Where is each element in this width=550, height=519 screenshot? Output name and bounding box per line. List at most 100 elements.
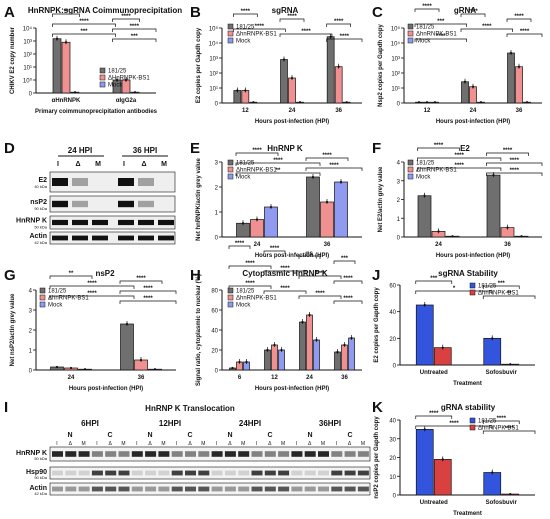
y-tick-label: 0 bbox=[215, 369, 219, 375]
sig-bracket bbox=[482, 430, 536, 434]
data-point bbox=[479, 101, 483, 104]
blot-band bbox=[318, 451, 329, 457]
legend-label: ΔhnRNPK-BS1 bbox=[236, 296, 277, 302]
panel-d-head-24: 24 HPI bbox=[68, 146, 92, 155]
blot-band bbox=[264, 451, 276, 457]
y-axis-label: Net hnRNPK/actin grey value bbox=[196, 157, 202, 240]
blot-band bbox=[145, 486, 157, 492]
legend-swatch bbox=[407, 159, 414, 166]
y-axis-label: Signal ratio, cytoplasmic to nuclear (%) bbox=[196, 274, 202, 386]
y-tick-label: 60 bbox=[389, 284, 396, 290]
data-point bbox=[491, 337, 494, 340]
sig-label: **** bbox=[143, 296, 153, 302]
blot-band bbox=[131, 486, 143, 492]
sig-bracket bbox=[417, 167, 502, 171]
data-point bbox=[520, 235, 523, 238]
y-tick-label: 40 bbox=[211, 329, 218, 335]
data-point bbox=[231, 366, 234, 370]
bar-c-hnrnpkbs1-36 bbox=[515, 66, 523, 104]
panel-g-chart: 4 3 2 1 0 Net nsP2/actin grey value Hours post… bbox=[10, 271, 177, 392]
y-axis-label: nsP2 copies per Gapdh copy bbox=[374, 416, 380, 499]
data-point bbox=[506, 226, 509, 229]
blot-band bbox=[118, 235, 134, 241]
x-tick-label: 36 bbox=[341, 375, 348, 381]
fraction-head: N bbox=[307, 432, 312, 439]
lane-label: I bbox=[336, 441, 337, 447]
sig-bracket bbox=[305, 157, 349, 161]
blot-row-kda: 42 kDa bbox=[34, 240, 47, 245]
blot-band bbox=[158, 451, 170, 457]
y-tick-label: 20 bbox=[389, 337, 396, 343]
y-tick-label: 0 bbox=[29, 92, 33, 98]
legend-label: ΔhnRNPK-BS1 bbox=[416, 168, 457, 174]
bar-g-18125-36 bbox=[120, 323, 134, 371]
sig-label: **** bbox=[482, 24, 492, 30]
sig-bracket bbox=[279, 18, 305, 22]
sig-label: **** bbox=[245, 261, 255, 267]
blot-band bbox=[91, 470, 103, 476]
data-point bbox=[124, 78, 128, 82]
sig-label: **** bbox=[255, 24, 265, 30]
blot-strip bbox=[49, 215, 176, 230]
sig-label: ** bbox=[507, 291, 512, 297]
legend-swatch bbox=[227, 166, 234, 173]
sig-bracket bbox=[333, 300, 363, 304]
legend-label: 181/25 bbox=[236, 25, 255, 31]
data-point bbox=[509, 51, 513, 55]
y-axis-label: Nsp2 copies per Gapdh copy bbox=[378, 23, 384, 106]
panel-letter-k: K bbox=[372, 399, 383, 416]
bar-a-hnrnpkbs1-hnrnpk bbox=[61, 41, 71, 94]
y-tick-label: 0 bbox=[393, 494, 397, 500]
sig-bracket bbox=[298, 275, 342, 279]
sig-bracket bbox=[119, 280, 163, 284]
bar-h-hnrnpkbs1-12 bbox=[271, 344, 278, 371]
lane-label: I bbox=[296, 441, 297, 447]
blot-band bbox=[131, 451, 143, 457]
blot-row-label: Actin bbox=[30, 233, 48, 240]
blot-band bbox=[65, 451, 77, 457]
blot-row-kda: 50 kDa bbox=[34, 225, 47, 230]
sig-bracket bbox=[298, 255, 321, 259]
sig-bracket bbox=[228, 245, 251, 249]
legend-label: 181/25 bbox=[236, 161, 255, 167]
legend-label: ΔhnRNPK-BS1 bbox=[48, 296, 89, 302]
blot-row-kda: 90 kDa bbox=[34, 206, 47, 211]
y-tick-label: 1 bbox=[215, 211, 219, 217]
sig-bracket bbox=[333, 280, 363, 284]
x-tick-label: 24 bbox=[254, 242, 261, 248]
x-tick-label: 24 bbox=[289, 108, 296, 114]
legend-label: Mock bbox=[416, 175, 431, 181]
time-head: 36HPI bbox=[319, 419, 341, 428]
blot-band bbox=[291, 451, 303, 457]
sig-label: **** bbox=[497, 416, 507, 422]
bar-e-hnrnpkbs1-24 bbox=[250, 219, 264, 238]
blot-band bbox=[65, 486, 77, 492]
sig-label: **** bbox=[270, 246, 280, 252]
bar-h-18125-12 bbox=[264, 349, 271, 371]
blot-band bbox=[158, 219, 174, 226]
x-axis-label: Primary coimmunoprecipitation antibodies bbox=[35, 109, 158, 115]
data-point bbox=[311, 175, 315, 179]
sig-label: **** bbox=[343, 296, 353, 302]
y-tick-label: 60 bbox=[211, 309, 218, 315]
y-tick-label: 1 bbox=[397, 217, 401, 223]
blot-band bbox=[138, 219, 154, 226]
bar-b-hnrnpkbs1-36 bbox=[334, 66, 343, 104]
panel-i-blot: 6HPI 12HPI 24HPI 36HPI N C N C N C N C I Δ M I Δ M I Δ M I Δ M I… bbox=[16, 419, 371, 496]
data-point bbox=[433, 101, 437, 104]
legend-swatch bbox=[227, 23, 234, 30]
lane-label: Δ bbox=[228, 441, 232, 447]
lane-label: I bbox=[136, 441, 137, 447]
data-point bbox=[236, 89, 239, 92]
sig-bracket bbox=[263, 250, 286, 254]
data-point bbox=[153, 368, 157, 371]
sig-bracket bbox=[486, 152, 529, 156]
blot-band bbox=[185, 486, 196, 492]
y-tick-label: 10² bbox=[23, 53, 32, 59]
bar-e-18125-36 bbox=[306, 176, 320, 238]
x-tick-label: 24 bbox=[470, 108, 477, 114]
blot-band bbox=[251, 451, 263, 457]
sig-bracket bbox=[482, 285, 520, 289]
lane-label: M bbox=[95, 161, 101, 168]
lane-label: Δ bbox=[141, 161, 146, 168]
